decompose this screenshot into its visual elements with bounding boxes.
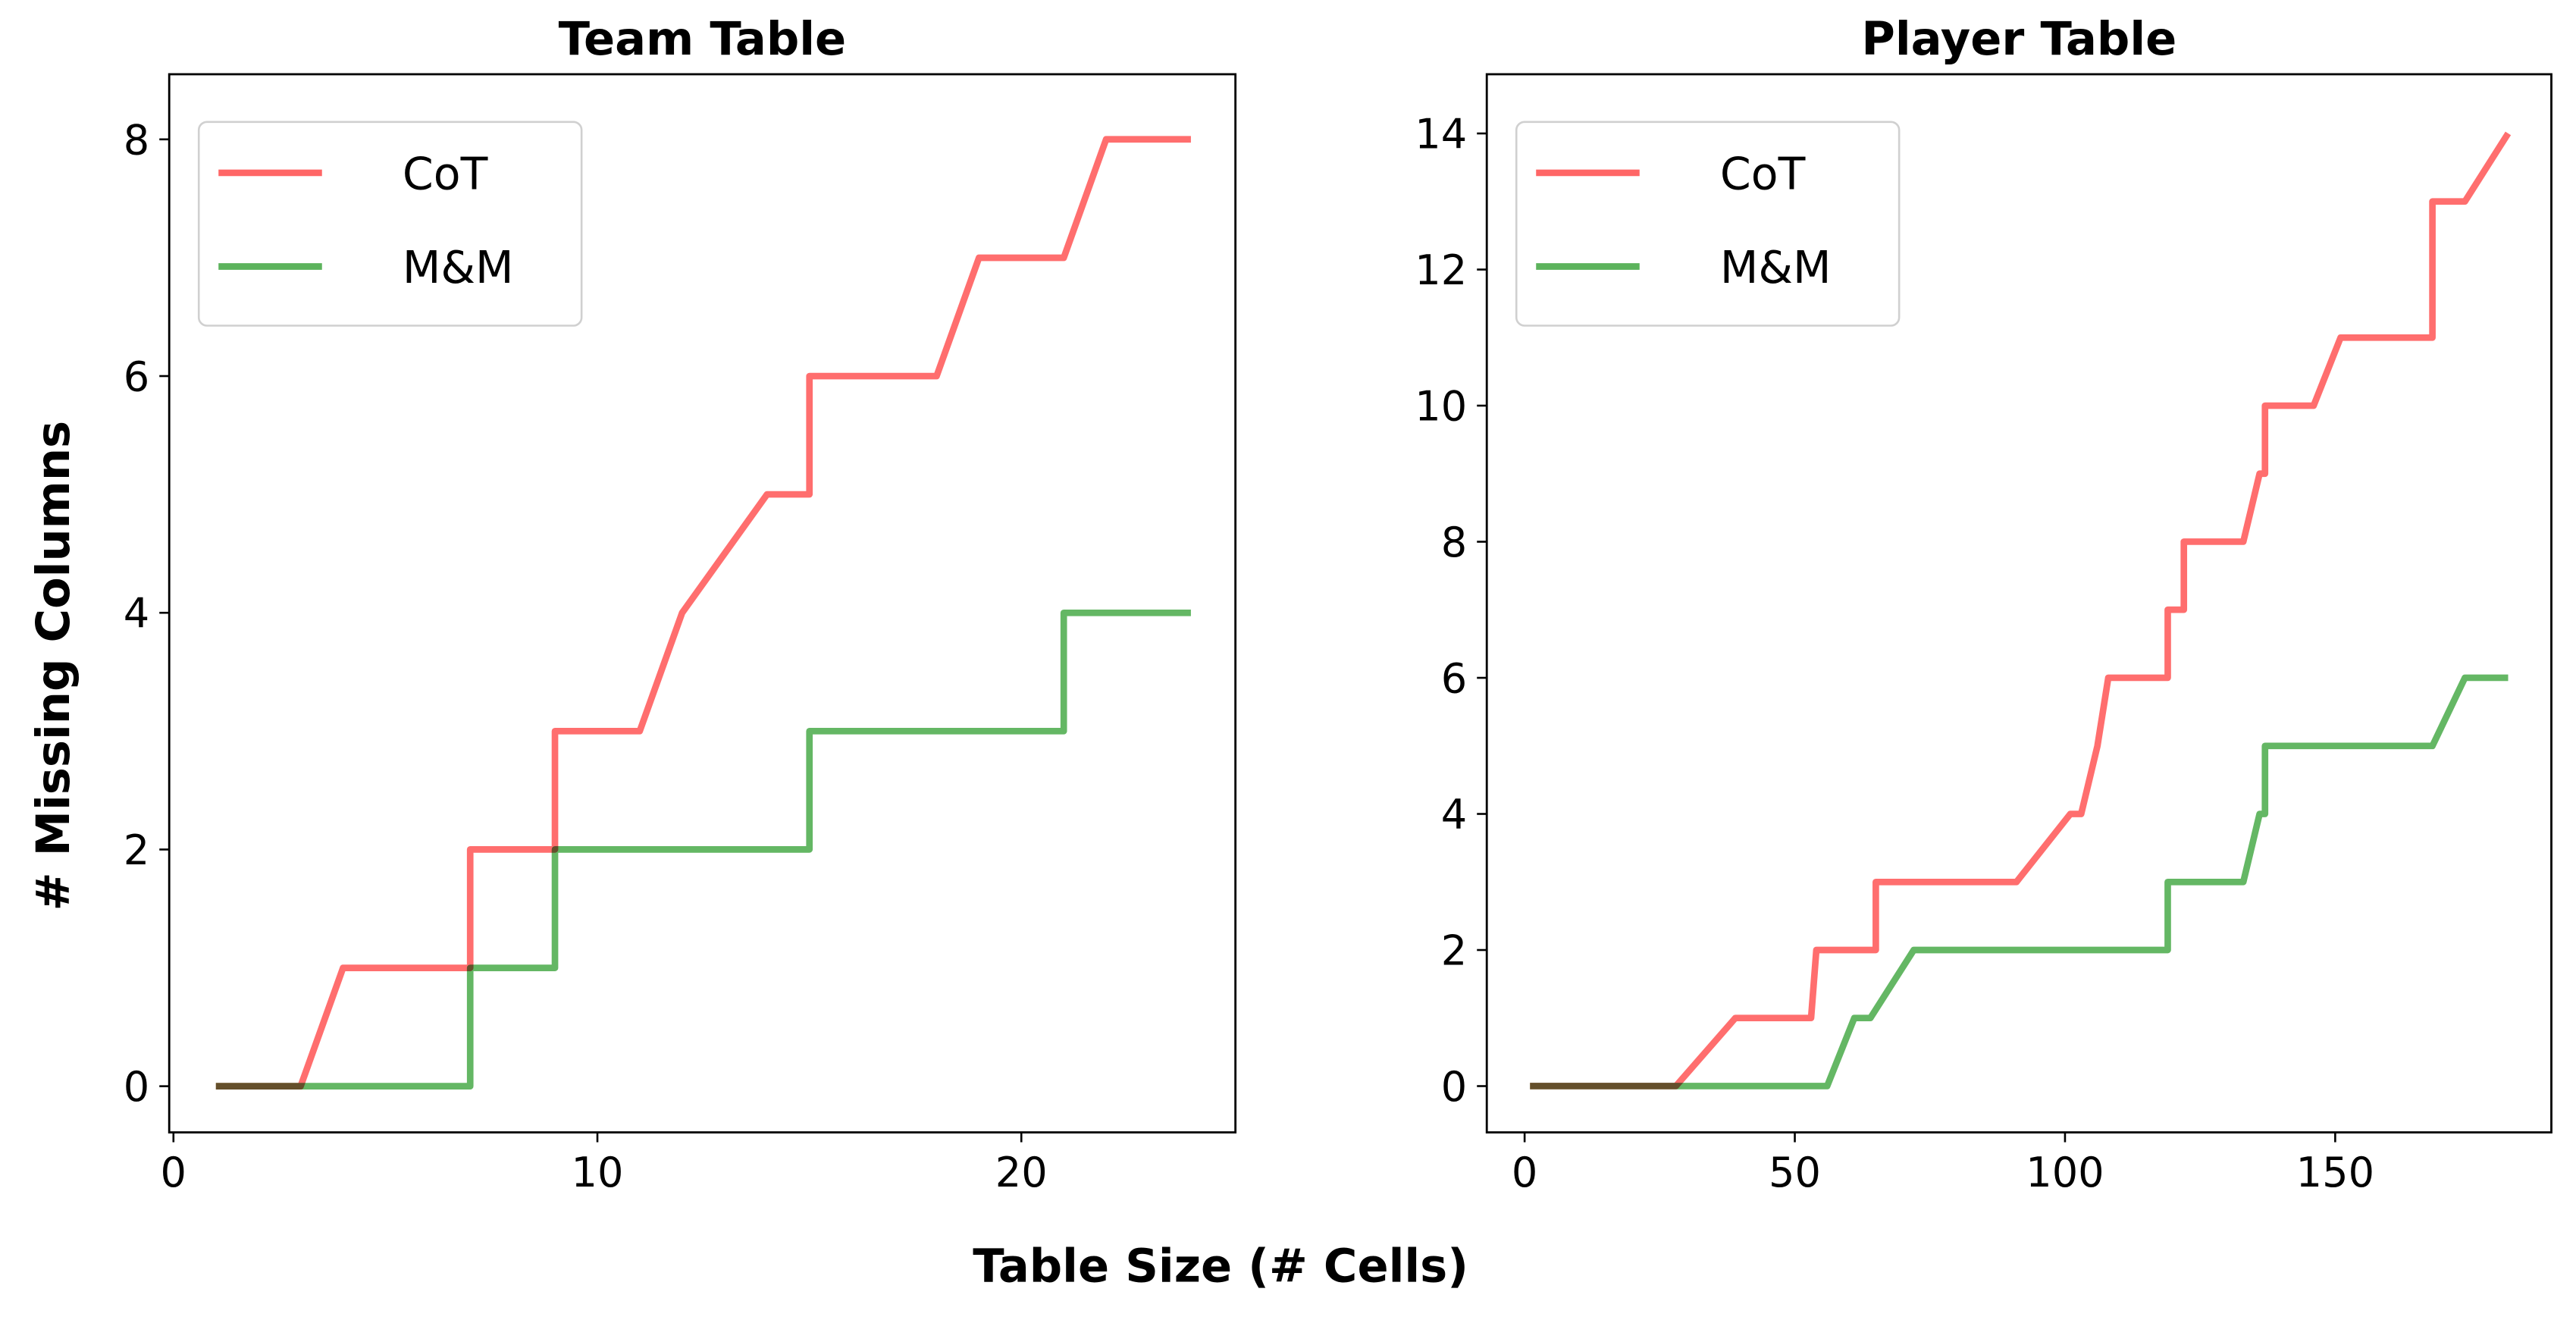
x-tick-label: 150 [2296, 1149, 2374, 1196]
panel-player-table: Player Table 0 50 100 150 0 2 4 6 8 10 12 14 CoT M&M [1415, 13, 2552, 1196]
y-tick-label: 4 [124, 590, 149, 638]
y-tick-label: 14 [1415, 111, 1467, 158]
y-tick-label: 10 [1415, 383, 1467, 431]
x-axis-label: Table Size (# Cells) [973, 1240, 1468, 1293]
x-tick-label: 50 [1769, 1149, 1821, 1196]
legend: CoT M&M [197, 121, 583, 327]
chart-title: Player Table [1861, 13, 2176, 66]
x-tick-label: 0 [161, 1149, 186, 1196]
legend-label-mm: M&M [403, 242, 514, 293]
legend: CoT M&M [1515, 121, 1901, 327]
plot-frame [168, 73, 1237, 1133]
y-tick-label: 6 [124, 353, 149, 401]
plot-frame [1485, 73, 2552, 1133]
y-tick-label: 8 [1441, 519, 1467, 566]
legend-box [1515, 121, 1901, 327]
y-tick-label: 12 [1415, 246, 1467, 294]
y-tick-label: 2 [124, 826, 149, 874]
x-tick-label: 10 [572, 1149, 624, 1196]
legend-box [197, 121, 583, 327]
y-tick-label: 8 [124, 116, 149, 164]
series-line-mm [1530, 674, 2509, 1090]
y-tick-label: 6 [1441, 655, 1467, 703]
legend-label-cot: CoT [1720, 149, 1806, 200]
series-line-cot [1530, 131, 2512, 1090]
series-line-mm [215, 609, 1191, 1090]
y-tick-label: 4 [1441, 791, 1467, 839]
legend-label-cot: CoT [403, 149, 488, 200]
y-axis-label: # Missing Columns [27, 421, 80, 911]
y-tick-label: 2 [1441, 927, 1467, 975]
y-tick-label: 0 [1441, 1063, 1467, 1111]
legend-label-mm: M&M [1720, 242, 1832, 293]
x-tick-label: 0 [1512, 1149, 1537, 1196]
series-line-cot [215, 136, 1191, 1090]
x-tick-label: 20 [995, 1149, 1048, 1196]
x-tick-label: 100 [2026, 1149, 2104, 1196]
y-tick-label: 0 [124, 1063, 149, 1111]
panel-team-table: Team Table 0 10 20 0 2 4 6 8 CoT M&M [124, 13, 1237, 1196]
chart-title: Team Table [559, 13, 847, 66]
